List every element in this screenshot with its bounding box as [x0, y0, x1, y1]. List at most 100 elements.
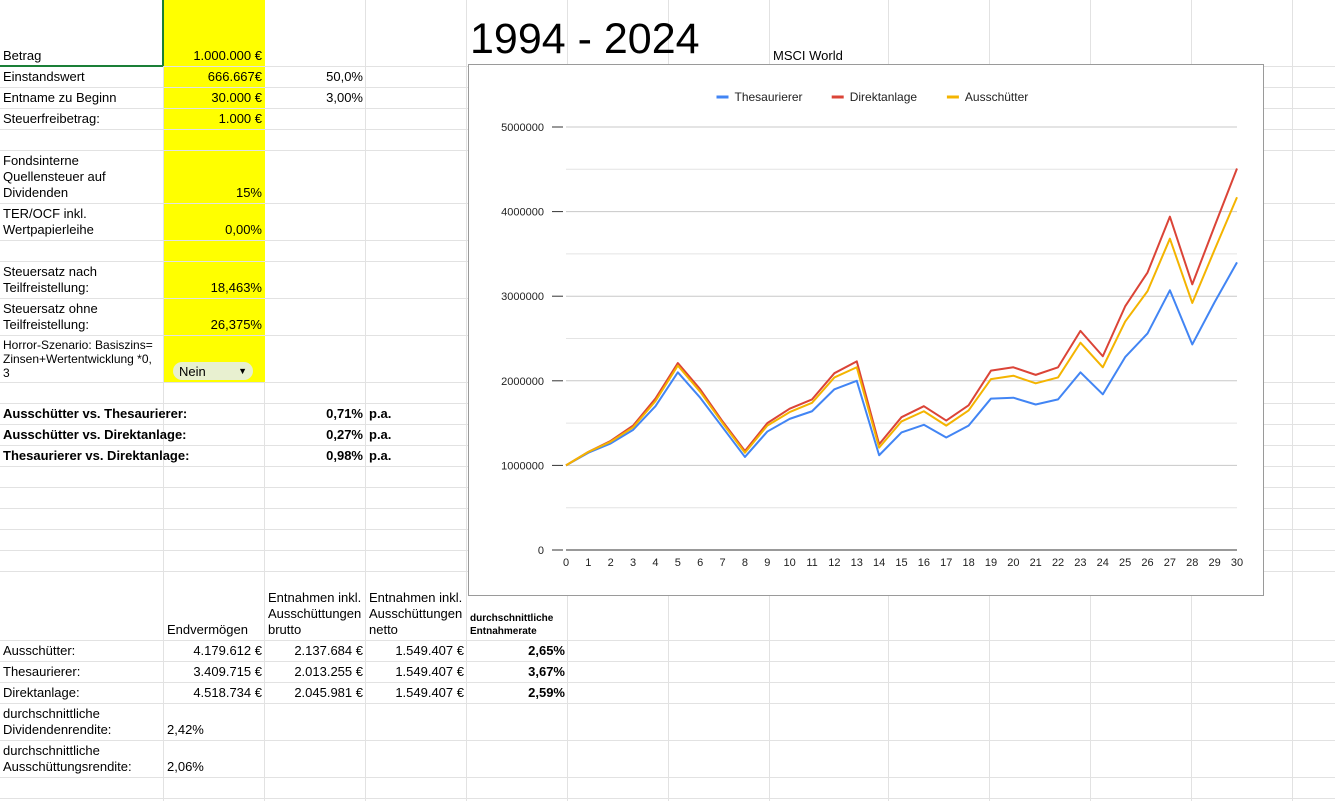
result-netto[interactable]: 1.549.407 € [366, 641, 467, 661]
quellensteuer-label: Fondsinterne Quellensteuer auf Dividende… [3, 153, 106, 200]
comp-1-value: 0,71% [326, 406, 363, 421]
cell-entname-value[interactable]: 30.000 € [164, 88, 265, 108]
result-brutto[interactable]: 2.137.684 € [265, 641, 366, 661]
cell-quellensteuer-value[interactable]: 15% [164, 151, 265, 203]
dividendenrendite-label: durchschnittliche Dividendenrendite: [3, 706, 112, 737]
cell-comp-1-unit[interactable]: p.a. [366, 404, 467, 424]
cell-comp-1-value[interactable]: 0,71% [265, 404, 366, 424]
result-endvermoegen[interactable]: 4.179.612 € [164, 641, 265, 661]
header-netto: Entnahmen inkl. Ausschüttungen netto [369, 590, 463, 637]
legend-label: Thesaurierer [735, 90, 803, 104]
x-tick-label: 9 [764, 557, 770, 569]
y-tick-label: 1000000 [501, 460, 544, 472]
cell-horror-label[interactable]: Horror-Szenario: Basiszins=Zinsen+Werten… [0, 336, 160, 382]
result-brutto[interactable]: 2.045.981 € [265, 683, 366, 703]
cell-einstandswert-extra[interactable]: 50,0% [265, 67, 366, 87]
selection-border-right [162, 0, 164, 66]
result-rate[interactable]: 3,67% [467, 662, 568, 682]
cell-comp-2-unit[interactable]: p.a. [366, 425, 467, 445]
line-chart[interactable]: 0 1000000 2000000 3000000 4000000 5000000 0 1 2 3… [468, 64, 1264, 596]
x-tick-label: 27 [1164, 557, 1176, 569]
entname-percent: 3,00% [326, 90, 363, 105]
selection-border-bottom [0, 65, 163, 67]
result-label[interactable]: Direktanlage: [0, 683, 164, 703]
cell-entname-label[interactable]: Entname zu Beginn [0, 88, 164, 108]
result-endvermoegen[interactable]: 3.409.715 € [164, 662, 265, 682]
ausschuettungsrendite-value: 2,06% [167, 759, 204, 774]
x-tick-label: 8 [742, 557, 748, 569]
cell-entname-extra[interactable]: 3,00% [265, 88, 366, 108]
x-tick-label: 2 [608, 557, 614, 569]
x-tick-label: 10 [784, 557, 796, 569]
result-brutto-text: 2.045.981 € [294, 685, 363, 700]
cell-steuersatz-ohne-value[interactable]: 26,375% [164, 299, 265, 335]
cell-comp-2-label[interactable]: Ausschütter vs. Direktanlage: [0, 425, 265, 445]
x-tick-label: 16 [918, 557, 930, 569]
cell-ter-value[interactable]: 0,00% [164, 204, 265, 240]
y-tick-label: 2000000 [501, 376, 544, 388]
cell-header-rate[interactable]: durchschnittliche Entnahmerate [467, 572, 568, 640]
row-ausschuettungsrendite: durchschnittliche Ausschüttungsrendite: … [0, 741, 1335, 778]
cell-header-endvermoegen[interactable]: Endvermögen [164, 572, 265, 640]
cell-comp-3-label[interactable]: Thesaurierer vs. Direktanlage: [0, 446, 265, 466]
horror-dropdown[interactable]: Nein ▼ [173, 362, 253, 380]
cell-comp-3-unit[interactable]: p.a. [366, 446, 467, 466]
result-netto[interactable]: 1.549.407 € [366, 662, 467, 682]
result-rate[interactable]: 2,65% [467, 641, 568, 661]
x-tick-label: 6 [697, 557, 703, 569]
cell-empty-yellow-2[interactable] [164, 241, 265, 261]
cell-steuersatz-ohne-label[interactable]: Steuersatz ohne Teilfreistellung: [0, 299, 125, 335]
entname-value: 30.000 € [211, 90, 262, 105]
steuersatz-nach-label: Steuersatz nach Teilfreistellung: [3, 264, 97, 295]
cell-dividendenrendite-value[interactable]: 2,42% [164, 704, 265, 740]
cell-steuerfrei-value[interactable]: 1.000 € [164, 109, 265, 129]
result-rate[interactable]: 2,59% [467, 683, 568, 703]
cell-steuersatz-nach-value[interactable]: 18,463% [164, 262, 265, 298]
cell-dividendenrendite-label[interactable]: durchschnittliche Dividendenrendite: [0, 704, 140, 740]
comp-3-label: Thesaurierer vs. Direktanlage: [3, 448, 190, 463]
cell-steuerfrei-label[interactable]: Steuerfreibetrag: [0, 109, 164, 129]
cell-empty-yellow-1[interactable] [164, 130, 265, 150]
cell-einstandswert-label[interactable]: Einstandswert [0, 67, 164, 87]
page-title: 1994 - 2024 [470, 15, 700, 63]
x-tick-label: 30 [1231, 557, 1243, 569]
chevron-down-icon: ▼ [238, 366, 247, 376]
cell-header-netto[interactable]: Entnahmen inkl. Ausschüttungen netto [366, 572, 467, 640]
result-netto[interactable]: 1.549.407 € [366, 683, 467, 703]
cell-einstandswert-value[interactable]: 666.667€ [164, 67, 265, 87]
cell-ausschuettungsrendite-label[interactable]: durchschnittliche Ausschüttungsrendite: [0, 741, 140, 777]
result-rate-text: 3,67% [528, 664, 565, 679]
comp-2-unit: p.a. [369, 427, 392, 442]
steuerfrei-value: 1.000 € [218, 111, 262, 126]
cell-quellensteuer-label[interactable]: Fondsinterne Quellensteuer auf Dividende… [0, 151, 125, 203]
result-brutto[interactable]: 2.013.255 € [265, 662, 366, 682]
x-tick-label: 18 [962, 557, 974, 569]
cell-betrag-value[interactable]: 1.000.000 € [164, 0, 265, 66]
cell-comp-3-value[interactable]: 0,98% [265, 446, 366, 466]
series-line-direktanlage[interactable] [565, 168, 1238, 467]
x-tick-label: 25 [1119, 557, 1131, 569]
result-endvermoegen[interactable]: 4.518.734 € [164, 683, 265, 703]
x-tick-label: 3 [630, 557, 636, 569]
row-steuersatz-nach: Steuersatz nach Teilfreistellung: 18,463… [0, 262, 1335, 299]
cell-comp-2-value[interactable]: 0,27% [265, 425, 366, 445]
result-label[interactable]: Thesaurierer: [0, 662, 164, 682]
row-dividendenrendite: durchschnittliche Dividendenrendite: 2,4… [0, 704, 1335, 741]
cell-betrag-label[interactable]: Betrag [0, 0, 164, 66]
result-rate-text: 2,59% [528, 685, 565, 700]
cell-comp-1-label[interactable]: Ausschütter vs. Thesaurierer: [0, 404, 265, 424]
result-endvermoegen-text: 3.409.715 € [193, 664, 262, 679]
series-line-thesaurierer[interactable] [565, 261, 1238, 467]
result-label[interactable]: Ausschütter: [0, 641, 164, 661]
table-row: Thesaurierer: 3.409.715 € 2.013.255 € 1.… [0, 662, 1335, 683]
y-tick-label: 3000000 [501, 291, 544, 303]
header-brutto: Entnahmen inkl. Ausschüttungen brutto [268, 590, 362, 637]
chart-series [565, 168, 1238, 467]
cell-ter-label[interactable]: TER/OCF inkl. Wertpapierleihe [0, 204, 125, 240]
cell-header-brutto[interactable]: Entnahmen inkl. Ausschüttungen brutto [265, 572, 366, 640]
cell-ausschuettungsrendite-value[interactable]: 2,06% [164, 741, 265, 777]
series-line-ausschütter[interactable] [565, 196, 1238, 467]
cell-steuersatz-nach-label[interactable]: Steuersatz nach Teilfreistellung: [0, 262, 125, 298]
